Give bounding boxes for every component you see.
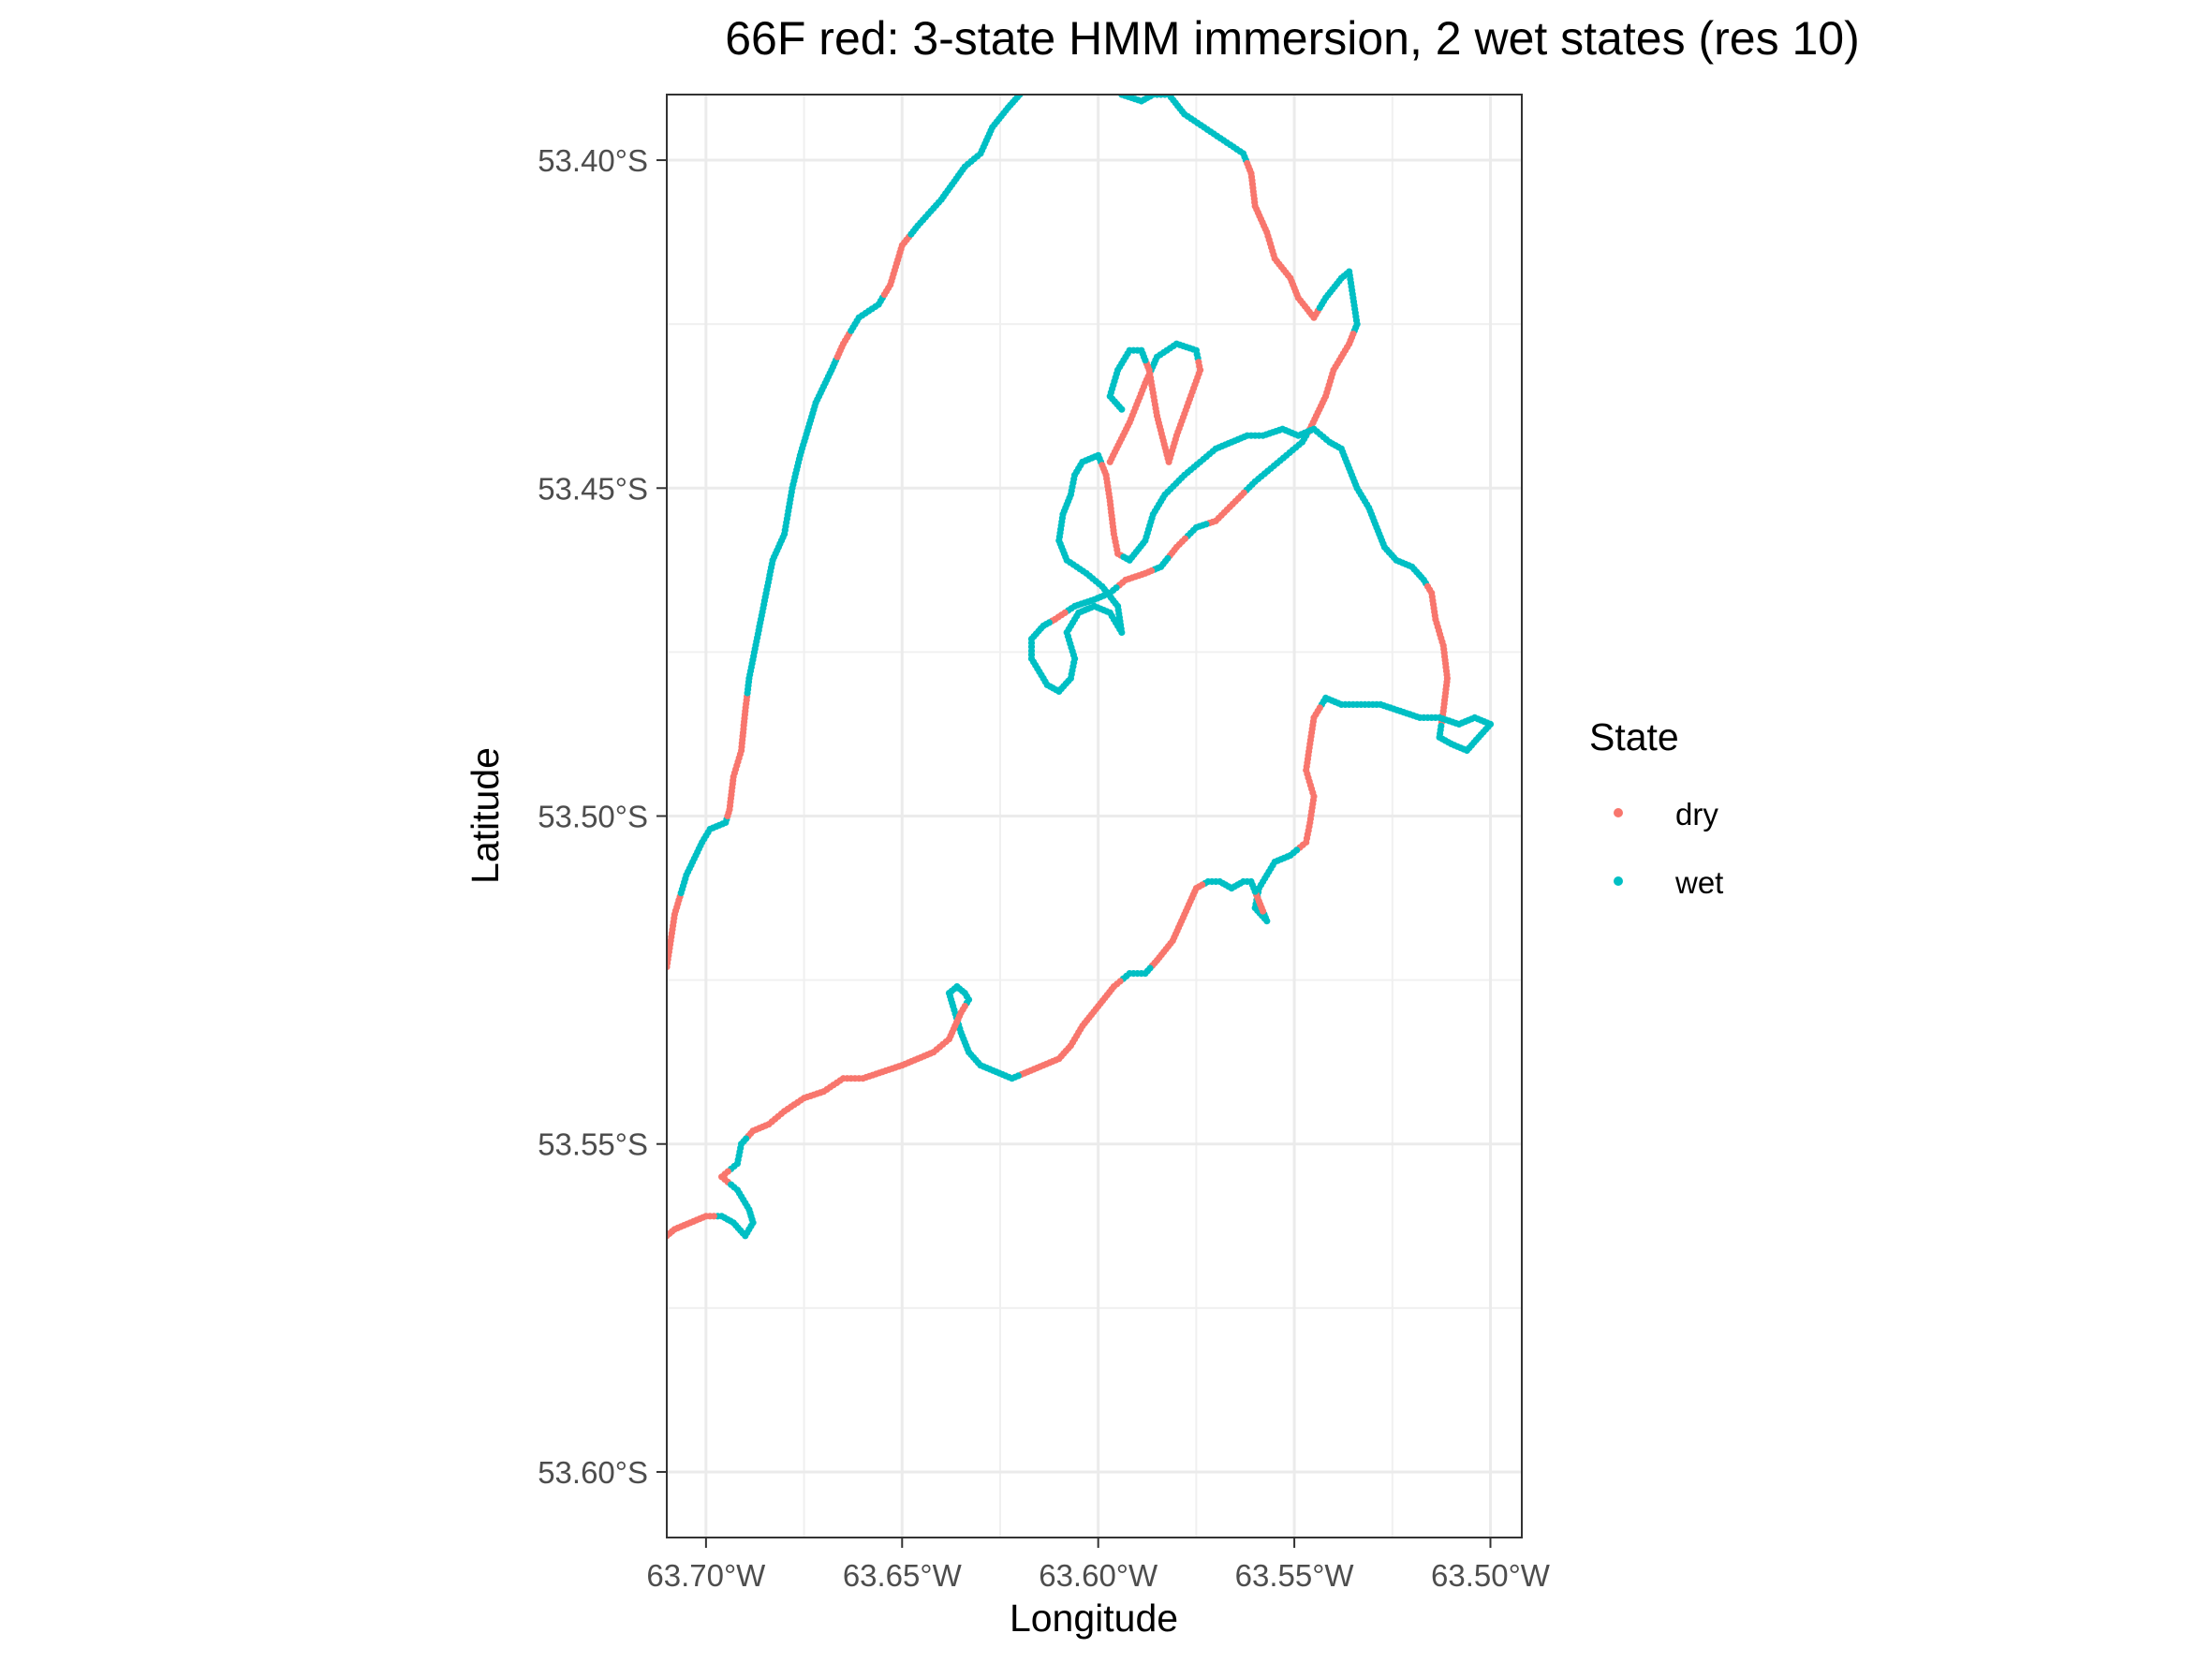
point-layer [667,95,1495,1240]
x-axis-label: Longitude [1010,1597,1178,1640]
y-tick-label: 53.50°S [538,800,648,834]
data-point-wet [1118,405,1126,413]
y-tick-label: 53.45°S [538,471,648,506]
legend-label-dry: dry [1675,797,1718,832]
y-tick-label: 53.60°S [538,1455,648,1490]
x-tick-label: 63.65°W [843,1558,963,1593]
y-tick-label: 53.40°S [538,143,648,178]
x-tick-label: 63.50°W [1431,1558,1551,1593]
grid-layer [667,95,1522,1538]
legend-item-wet: wet [1614,865,1723,900]
legend: State dry wet [1589,715,1723,900]
legend-key-wet [1614,876,1623,886]
y-tick-label: 53.55°S [538,1127,648,1162]
legend-item-dry: dry [1614,797,1718,832]
axis-layer: 63.70°W 63.65°W 63.60°W 63.55°W 63.50°W 53.40… [538,143,1551,1593]
x-tick-label: 63.60°W [1039,1558,1158,1593]
legend-title: State [1589,715,1679,758]
chart-title: 66F red: 3-state HMM immersion, 2 wet st… [725,12,1859,65]
x-tick-label: 63.70°W [646,1558,766,1593]
y-axis-label: Latitude [464,747,507,884]
x-tick-label: 63.55°W [1235,1558,1355,1593]
legend-label-wet: wet [1674,865,1723,900]
legend-key-dry [1614,808,1623,817]
